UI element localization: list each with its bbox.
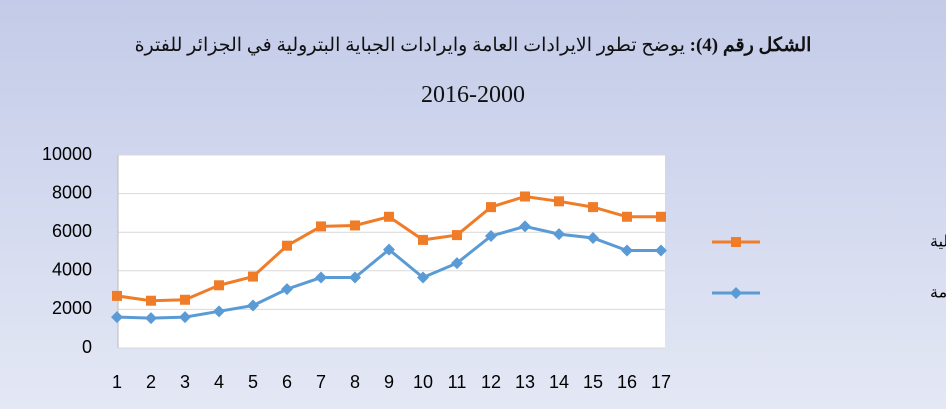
marker <box>452 230 462 241</box>
marker <box>179 311 191 324</box>
x-tick-label: 6 <box>282 372 292 392</box>
marker <box>350 220 360 231</box>
x-tick-label: 1 <box>112 372 122 392</box>
marker <box>486 202 496 213</box>
x-tick-label: 10 <box>413 372 433 392</box>
title-label: الشكل رقم (4): <box>689 35 812 56</box>
marker <box>112 290 122 301</box>
y-tick-label: 4000 <box>52 260 92 280</box>
x-tick-label: 11 <box>448 372 467 392</box>
marker <box>417 271 429 284</box>
x-tick-label: 8 <box>350 372 360 392</box>
marker <box>655 244 667 257</box>
marker <box>418 234 428 245</box>
marker <box>485 230 497 243</box>
marker <box>146 295 156 306</box>
marker <box>587 231 599 244</box>
marker <box>145 312 157 325</box>
y-tick-label: 0 <box>82 337 92 357</box>
marker <box>588 202 598 213</box>
marker <box>111 311 123 324</box>
y-tick-label: 6000 <box>52 221 92 241</box>
legend-label: الايرادات البترولية <box>930 232 946 252</box>
x-tick-label: 16 <box>617 372 637 392</box>
marker <box>730 287 742 299</box>
marker <box>621 244 633 257</box>
marker <box>383 243 395 256</box>
chart-subtitle: 2016-2000 <box>421 82 525 108</box>
x-tick-label: 15 <box>583 372 603 392</box>
x-tick-label: 9 <box>384 372 394 392</box>
chart-title: الشكل رقم (4): يوضح تطور الايرادات العام… <box>0 34 946 57</box>
marker <box>316 221 326 232</box>
y-tick-label: 10000 <box>42 144 92 164</box>
marker <box>519 220 531 233</box>
x-tick-label: 4 <box>214 372 224 392</box>
marker <box>282 240 292 251</box>
marker <box>731 237 741 247</box>
marker <box>349 271 361 284</box>
x-tick-label: 13 <box>515 372 535 392</box>
x-tick-label: 17 <box>651 372 671 392</box>
marker <box>248 271 258 282</box>
marker <box>553 228 565 241</box>
y-tick-label: 2000 <box>52 298 92 318</box>
marker <box>656 211 666 222</box>
legend-label: الايرادات العامة <box>930 283 946 303</box>
marker <box>281 283 293 296</box>
x-tick-label: 5 <box>248 372 258 392</box>
marker <box>622 211 632 222</box>
x-tick-label: 3 <box>180 372 190 392</box>
title-text: يوضح تطور الايرادات العامة وايرادات الجب… <box>134 35 685 56</box>
marker <box>247 299 259 312</box>
y-tick-label: 8000 <box>52 182 92 202</box>
marker <box>384 211 394 222</box>
x-tick-label: 12 <box>481 372 501 392</box>
x-tick-label: 2 <box>146 372 156 392</box>
marker <box>214 280 224 291</box>
x-tick-label: 14 <box>549 372 569 392</box>
marker <box>451 257 463 270</box>
marker <box>213 305 225 318</box>
marker <box>180 294 190 305</box>
x-tick-label: 7 <box>316 372 326 392</box>
marker <box>315 271 327 284</box>
marker <box>520 191 530 202</box>
marker <box>554 196 564 207</box>
